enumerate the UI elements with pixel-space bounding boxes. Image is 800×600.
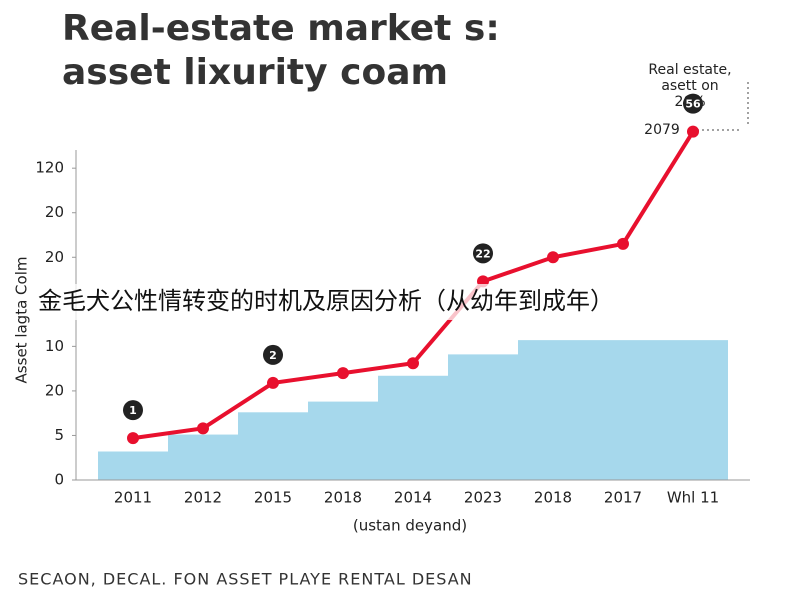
line-point — [687, 125, 699, 138]
x-tick-label: 2017 — [604, 489, 642, 507]
bar — [168, 434, 238, 480]
y-tick-label: 20 — [45, 248, 64, 266]
line-point — [337, 367, 349, 380]
badge-label: 2 — [269, 349, 277, 362]
bar — [98, 451, 168, 480]
line-point — [267, 376, 279, 389]
y-tick-label: 20 — [45, 381, 64, 399]
bar — [238, 412, 308, 480]
x-tick-label: 2018 — [324, 489, 362, 507]
badge-label: 56 — [685, 98, 701, 111]
note: asett on — [661, 78, 718, 94]
bar — [658, 340, 728, 480]
bar — [448, 354, 518, 480]
y-tick-label: 10 — [45, 337, 64, 355]
badge — [263, 344, 283, 365]
note-value: 2079 — [644, 122, 680, 138]
overlay-bg — [30, 284, 775, 320]
badge-label: 1 — [129, 404, 137, 417]
y-tick-label: 5 — [54, 426, 64, 444]
line-point — [197, 422, 209, 435]
y-tick-label: 20 — [45, 203, 64, 221]
x-axis-label: (ustan deyand) — [353, 517, 467, 535]
x-tick-label: 2023 — [464, 489, 502, 507]
x-tick-label: 2014 — [394, 489, 432, 507]
y-tick-label: 0 — [54, 471, 64, 489]
line-point — [407, 357, 419, 370]
line-point — [127, 432, 139, 445]
bar — [518, 340, 588, 480]
chart-title: asset lixurity coam — [62, 52, 448, 93]
bar — [308, 401, 378, 480]
overlay-text: 金毛犬公性情转变的时机及原因分析（从幼年到成年） — [38, 287, 614, 315]
badge — [123, 400, 143, 421]
y-axis-label: Asset lagta Colm — [13, 257, 31, 384]
footer: SECAON, DECAL. FON ASSET PLAYE RENTAL DE… — [18, 570, 473, 589]
chart-title: Real-estate market s: — [62, 8, 500, 49]
note: Real estate, — [648, 62, 731, 78]
x-tick-label: Whl 11 — [667, 489, 719, 507]
x-tick-label: 2015 — [254, 489, 292, 507]
bar — [588, 340, 658, 480]
line-point — [547, 251, 559, 264]
x-tick-label: 2011 — [114, 489, 152, 507]
y-tick-label: 120 — [35, 159, 64, 177]
bar — [378, 375, 448, 480]
badge — [683, 93, 703, 114]
badge-label: 22 — [475, 247, 490, 260]
badge — [473, 243, 493, 264]
line-point — [617, 237, 629, 250]
x-tick-label: 2018 — [534, 489, 572, 507]
x-tick-label: 2012 — [184, 489, 222, 507]
